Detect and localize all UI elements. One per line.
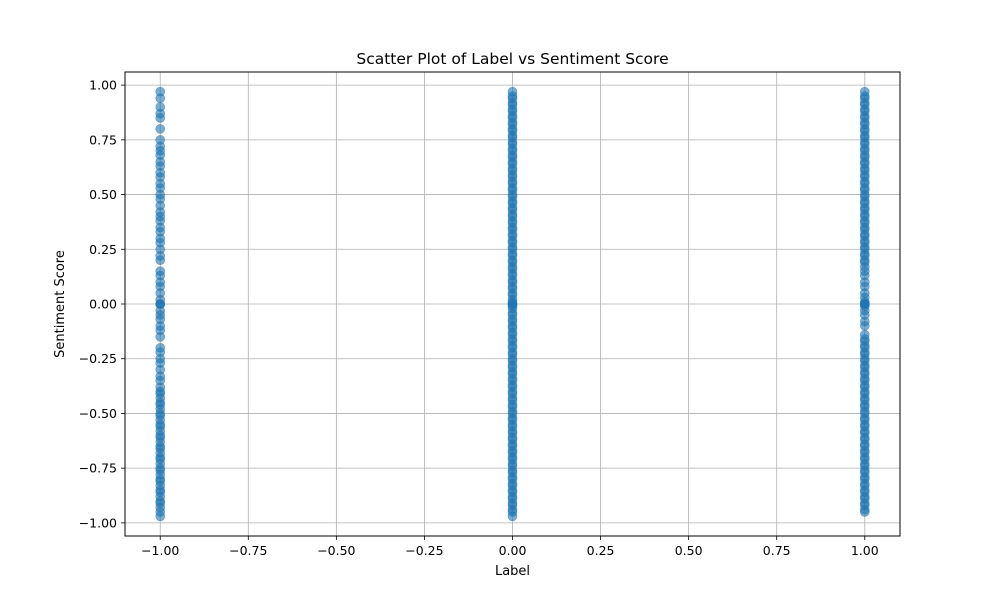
scatter-point — [507, 86, 518, 97]
x-tick-label: 0.00 — [499, 543, 527, 558]
x-tick-label: 0.25 — [587, 543, 615, 558]
x-tick-label: 1.00 — [851, 543, 879, 558]
y-tick-label: 0.25 — [89, 242, 117, 257]
y-tick-label: −0.25 — [79, 351, 117, 366]
scatter-point — [155, 342, 166, 353]
y-tick-label: −0.50 — [79, 406, 117, 421]
scatter-point — [859, 86, 870, 97]
x-axis-label: Label — [495, 564, 530, 579]
x-tick-label: −1.00 — [141, 543, 179, 558]
scatter-point — [155, 86, 166, 97]
scatter-point — [859, 329, 870, 340]
x-tick-label: 0.50 — [675, 543, 703, 558]
y-tick-label: −0.75 — [79, 461, 117, 476]
y-tick-label: −1.00 — [79, 515, 117, 530]
x-tick-label: −0.50 — [317, 543, 355, 558]
chart-title: Scatter Plot of Label vs Sentiment Score — [356, 50, 668, 68]
scatter-point — [155, 266, 166, 276]
data-points — [155, 86, 870, 522]
y-tick-label: 0.75 — [89, 132, 117, 147]
y-tick-label: 0.00 — [89, 297, 117, 312]
scatter-point — [155, 135, 166, 145]
y-axis-ticks: −1.00 −0.75 −0.50 −0.25 0.00 0.25 0.50 0.75 1.00 — [79, 78, 125, 530]
scatter-point — [155, 124, 166, 134]
scatter-point — [155, 102, 166, 112]
y-axis-label: Sentiment Score — [53, 250, 68, 358]
y-tick-label: 0.50 — [89, 187, 117, 202]
x-axis-ticks: −1.00 −0.75 −0.50 −0.25 0.00 0.25 0.50 0.75 1.00 — [141, 536, 879, 558]
x-tick-label: −0.75 — [229, 543, 267, 558]
x-tick-label: 0.75 — [763, 543, 791, 558]
y-tick-label: 1.00 — [89, 78, 117, 93]
x-tick-label: −0.25 — [405, 543, 443, 558]
